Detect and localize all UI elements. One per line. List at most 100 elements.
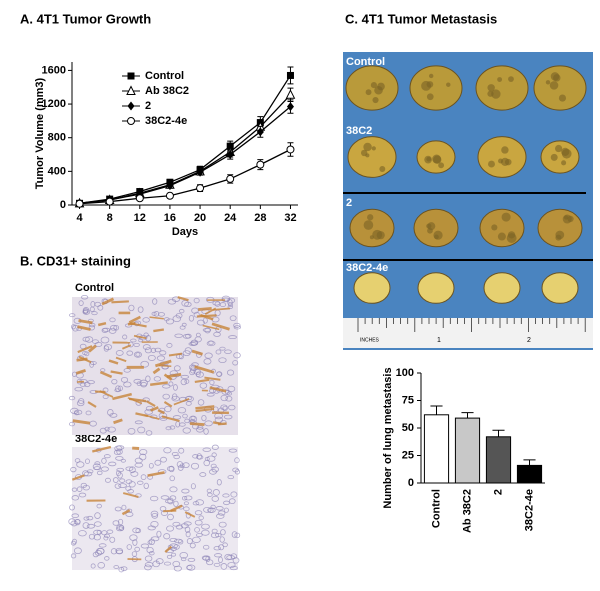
nodule: [438, 162, 444, 168]
nodule: [563, 215, 572, 224]
nodule: [555, 235, 561, 241]
vessel: [153, 329, 164, 331]
photo-label: Control: [346, 56, 385, 68]
ruler: [343, 318, 593, 348]
nodule: [561, 160, 566, 165]
legend-marker: [128, 118, 135, 125]
lung: [410, 66, 462, 110]
x-tick-label: 38C2-4e: [523, 489, 535, 531]
nodule: [491, 224, 497, 230]
x-tick-label: 16: [164, 212, 176, 224]
x-tick-label: 24: [224, 212, 237, 224]
photo-label: 38C2: [346, 125, 372, 137]
legend-label: 38C2-4e: [145, 115, 187, 127]
panel-title: B. CD31+ staining: [20, 253, 131, 268]
y-tick-label: 800: [48, 132, 66, 144]
marker: [136, 195, 143, 202]
x-tick-label: 8: [107, 212, 113, 224]
nodule: [427, 93, 434, 100]
nodule: [507, 233, 517, 243]
marker: [287, 146, 294, 153]
nodule: [372, 146, 376, 150]
vessel: [198, 308, 212, 309]
nodule: [372, 97, 378, 103]
lung: [418, 273, 454, 304]
y-tick-label: 1600: [42, 64, 66, 76]
y-tick-label: 400: [48, 165, 66, 177]
nodule: [551, 72, 560, 81]
marker: [287, 102, 294, 111]
lung: [534, 66, 586, 110]
nodule: [508, 76, 514, 82]
series-line: [80, 95, 291, 204]
nodule: [498, 158, 503, 163]
error-bar: [461, 413, 473, 419]
x-tick-label: Control: [430, 489, 442, 528]
nodule: [432, 155, 441, 164]
vessel: [213, 422, 221, 423]
marker: [166, 192, 173, 199]
x-tick-label: 12: [134, 212, 146, 224]
x-tick-label: Ab 38C2: [461, 489, 473, 533]
nodule: [559, 95, 566, 102]
nodule: [501, 146, 508, 153]
image-label: Control: [75, 282, 114, 294]
x-tick-label: 2: [492, 489, 504, 495]
legend-label: Ab 38C2: [145, 85, 189, 97]
marker: [197, 185, 204, 192]
ruler-label: 2: [527, 337, 531, 344]
nodule: [488, 161, 495, 168]
nodule: [429, 74, 433, 78]
nodule: [550, 81, 559, 90]
vessel: [163, 511, 176, 512]
vessel: [111, 301, 128, 302]
x-tick-label: 4: [76, 212, 83, 224]
y-tick-label: 100: [396, 367, 414, 379]
nodule: [502, 213, 511, 222]
nodule: [487, 84, 494, 91]
x-axis-label: Days: [172, 226, 198, 238]
y-axis-label: Number of lung metastasis: [382, 367, 394, 508]
nodule: [372, 230, 382, 240]
marker: [76, 200, 83, 207]
y-tick-label: 0: [60, 199, 66, 211]
bar: [424, 415, 448, 483]
nodule: [377, 83, 385, 91]
nodule: [364, 220, 374, 230]
lung: [478, 137, 526, 178]
nodule: [434, 235, 439, 240]
nodule: [497, 77, 502, 82]
legend-marker: [128, 73, 135, 80]
nodule: [487, 91, 493, 97]
y-tick-label: 25: [402, 449, 414, 461]
marker: [227, 175, 234, 182]
lung: [354, 273, 390, 304]
marker: [106, 198, 113, 205]
nodule: [551, 154, 558, 161]
error-bar: [492, 430, 504, 437]
lung: [542, 273, 578, 304]
x-tick-label: 32: [284, 212, 296, 224]
legend-label: Control: [145, 70, 184, 82]
panel-title: A. 4T1 Tumor Growth: [20, 11, 151, 26]
vessel: [98, 323, 106, 325]
nodule: [367, 214, 373, 220]
lung: [538, 209, 582, 246]
legend-label: 2: [145, 100, 151, 112]
nodule: [555, 145, 562, 152]
panel-title: C. 4T1 Tumor Metastasis: [345, 11, 497, 26]
y-axis-label: Tumor Volume (mm3): [34, 77, 46, 189]
nodule: [562, 149, 572, 159]
x-tick-label: 20: [194, 212, 206, 224]
ruler-label: 1: [437, 337, 441, 344]
x-tick-label: 28: [254, 212, 266, 224]
y-tick-label: 75: [402, 394, 414, 406]
bar: [517, 465, 541, 483]
error-bar: [523, 460, 535, 466]
bar: [455, 418, 479, 483]
legend-marker: [128, 102, 135, 111]
photo-label: 2: [346, 197, 352, 209]
nodule: [424, 156, 432, 164]
vessel: [77, 382, 84, 383]
